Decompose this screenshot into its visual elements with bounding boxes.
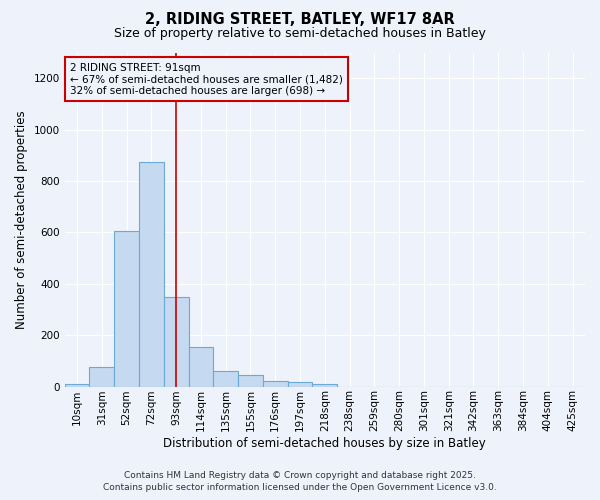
Text: 2, RIDING STREET, BATLEY, WF17 8AR: 2, RIDING STREET, BATLEY, WF17 8AR: [145, 12, 455, 28]
Text: Contains HM Land Registry data © Crown copyright and database right 2025.
Contai: Contains HM Land Registry data © Crown c…: [103, 471, 497, 492]
Text: Size of property relative to semi-detached houses in Batley: Size of property relative to semi-detach…: [114, 28, 486, 40]
Bar: [188, 346, 214, 387]
X-axis label: Distribution of semi-detached houses by size in Batley: Distribution of semi-detached houses by …: [163, 437, 486, 450]
Bar: [263, 381, 287, 386]
Bar: [287, 382, 313, 386]
Bar: [139, 162, 164, 386]
Bar: [313, 384, 337, 386]
Bar: [214, 370, 238, 386]
Bar: [89, 368, 114, 386]
Bar: [114, 231, 139, 386]
Y-axis label: Number of semi-detached properties: Number of semi-detached properties: [15, 110, 28, 329]
Bar: [164, 297, 188, 386]
Text: 2 RIDING STREET: 91sqm
← 67% of semi-detached houses are smaller (1,482)
32% of : 2 RIDING STREET: 91sqm ← 67% of semi-det…: [70, 62, 343, 96]
Bar: [65, 384, 89, 386]
Bar: [238, 376, 263, 386]
